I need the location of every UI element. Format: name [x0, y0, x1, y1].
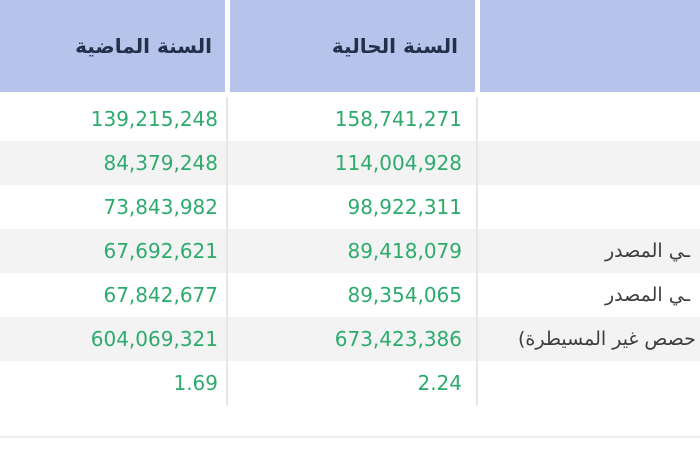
header-column-divider — [475, 0, 480, 92]
row-label-partial: حصص غير المسيطرة) — [518, 328, 696, 350]
previous-year-value: 139,215,248 — [90, 107, 218, 131]
column-header-current-year: السنة الحالية — [230, 0, 458, 92]
table-row: 604,069,321 673,423,386 حصص غير المسيطرة) — [0, 317, 700, 361]
current-year-value: 89,418,079 — [347, 239, 462, 263]
table-row: 73,843,982 98,922,311 — [0, 185, 700, 229]
table-row: 84,379,248 114,004,928 — [0, 141, 700, 185]
column-divider-line — [226, 97, 228, 405]
header-column-divider — [225, 0, 230, 92]
current-year-value: 114,004,928 — [334, 151, 462, 175]
current-year-value: 98,922,311 — [347, 195, 462, 219]
previous-year-value: 1.69 — [173, 371, 218, 395]
table-row: 67,692,621 89,418,079 ـي المصدر — [0, 229, 700, 273]
previous-year-value: 84,379,248 — [103, 151, 218, 175]
current-year-value: 673,423,386 — [334, 327, 462, 351]
table-header-row: السنة الماضية السنة الحالية — [0, 0, 700, 92]
row-label-partial: ـي المصدر — [605, 284, 691, 306]
table-row: 67,842,677 89,354,065 ـي المصدر — [0, 273, 700, 317]
previous-year-value: 67,692,621 — [103, 239, 218, 263]
bottom-divider-line — [0, 436, 700, 438]
previous-year-value: 604,069,321 — [90, 327, 218, 351]
table-row: 1.69 2.24 — [0, 361, 700, 405]
current-year-value: 2.24 — [417, 371, 462, 395]
current-year-value: 158,741,271 — [334, 107, 462, 131]
column-header-previous-year: السنة الماضية — [0, 0, 212, 92]
previous-year-value: 73,843,982 — [103, 195, 218, 219]
column-divider-line — [476, 97, 478, 405]
column-header-current-year-label: السنة الحالية — [331, 34, 458, 58]
table-body: 139,215,248 158,741,271 84,379,248 114,004,… — [0, 97, 700, 405]
previous-year-value: 67,842,677 — [103, 283, 218, 307]
column-header-previous-year-label: السنة الماضية — [75, 34, 212, 58]
row-label-partial: ـي المصدر — [605, 240, 691, 262]
table-row: 139,215,248 158,741,271 — [0, 97, 700, 141]
current-year-value: 89,354,065 — [347, 283, 462, 307]
